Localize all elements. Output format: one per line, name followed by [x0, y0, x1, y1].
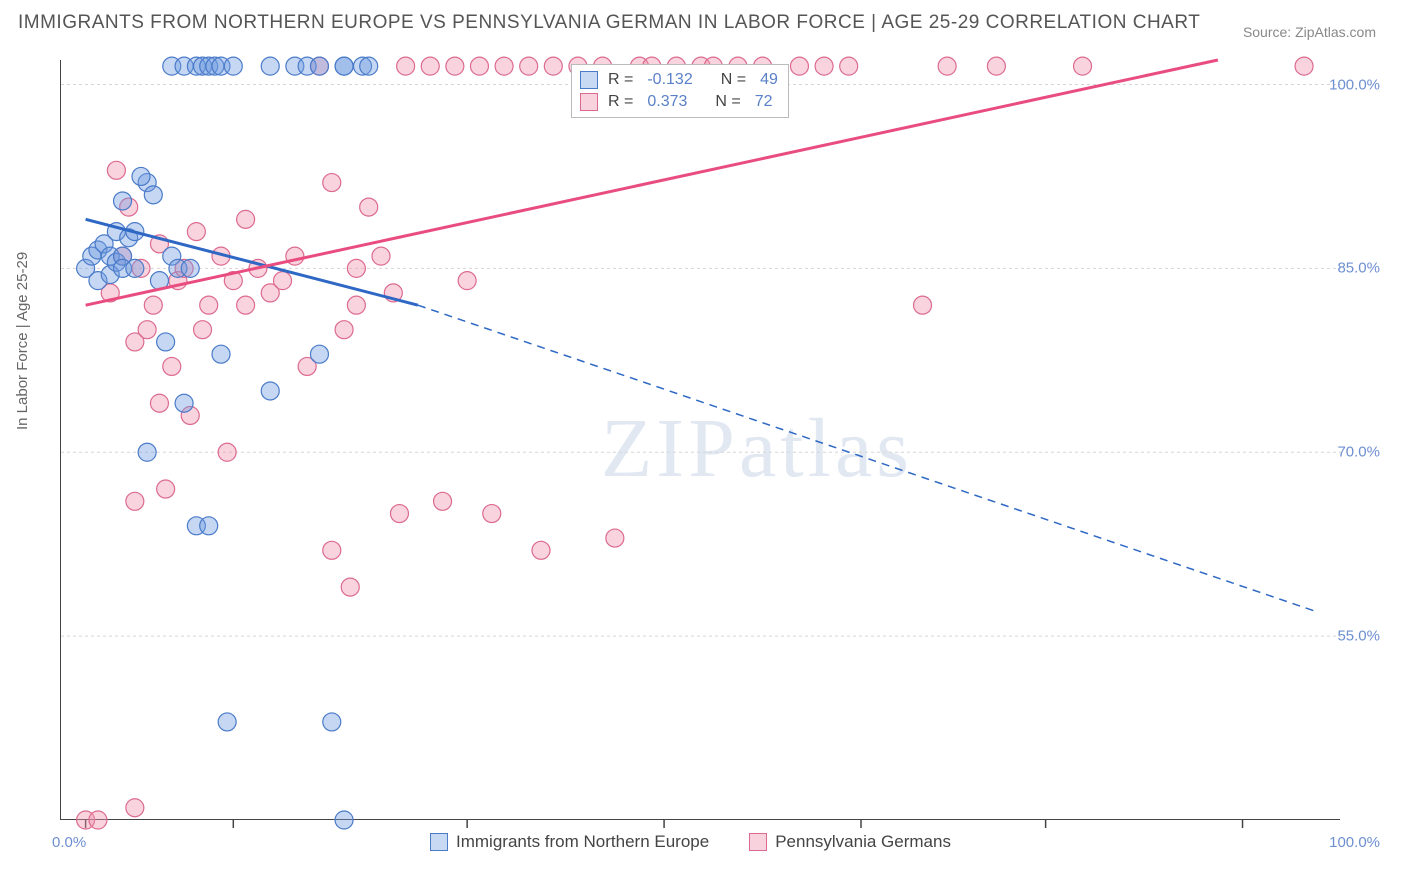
y-axis-label: In Labor Force | Age 25-29	[14, 252, 31, 430]
legend-n-label: N =	[721, 69, 746, 91]
chart-source: Source: ZipAtlas.com	[1243, 24, 1376, 40]
legend-pink-swatch-icon	[580, 93, 598, 111]
chart-plot-area: ZIPatlas R = -0.132 N = 49 R = 0.373 N =…	[60, 60, 1340, 820]
legend-blue-swatch-icon	[580, 71, 598, 89]
y-tick-label: 55.0%	[1337, 628, 1380, 645]
legend-bottom-pink: Pennsylvania Germans	[749, 832, 951, 852]
legend-blue-r: -0.132	[647, 69, 692, 91]
legend-blue-swatch-icon	[430, 833, 448, 851]
y-tick-label: 85.0%	[1337, 260, 1380, 277]
legend-row-blue: R = -0.132 N = 49	[580, 69, 778, 91]
y-tick-label: 100.0%	[1329, 76, 1380, 93]
legend-blue-name: Immigrants from Northern Europe	[456, 832, 709, 852]
legend-blue-n: 49	[760, 69, 778, 91]
legend-pink-name: Pennsylvania Germans	[775, 832, 951, 852]
legend-r-label: R =	[608, 91, 633, 113]
series-legend-bottom: Immigrants from Northern Europe Pennsylv…	[430, 832, 951, 852]
legend-pink-swatch-icon	[749, 833, 767, 851]
legend-r-label: R =	[608, 69, 633, 91]
x-axis-min-label: 0.0%	[52, 834, 86, 851]
chart-title: IMMIGRANTS FROM NORTHERN EUROPE VS PENNS…	[18, 12, 1200, 34]
legend-n-label: N =	[715, 91, 740, 113]
legend-bottom-blue: Immigrants from Northern Europe	[430, 832, 709, 852]
legend-pink-n: 72	[755, 91, 773, 113]
correlation-legend-box: R = -0.132 N = 49 R = 0.373 N = 72	[571, 64, 789, 118]
scatter-plot-svg	[61, 60, 1340, 819]
legend-row-pink: R = 0.373 N = 72	[580, 91, 778, 113]
x-axis-max-label: 100.0%	[1329, 834, 1380, 851]
legend-pink-r: 0.373	[647, 91, 687, 113]
y-tick-label: 70.0%	[1337, 444, 1380, 461]
